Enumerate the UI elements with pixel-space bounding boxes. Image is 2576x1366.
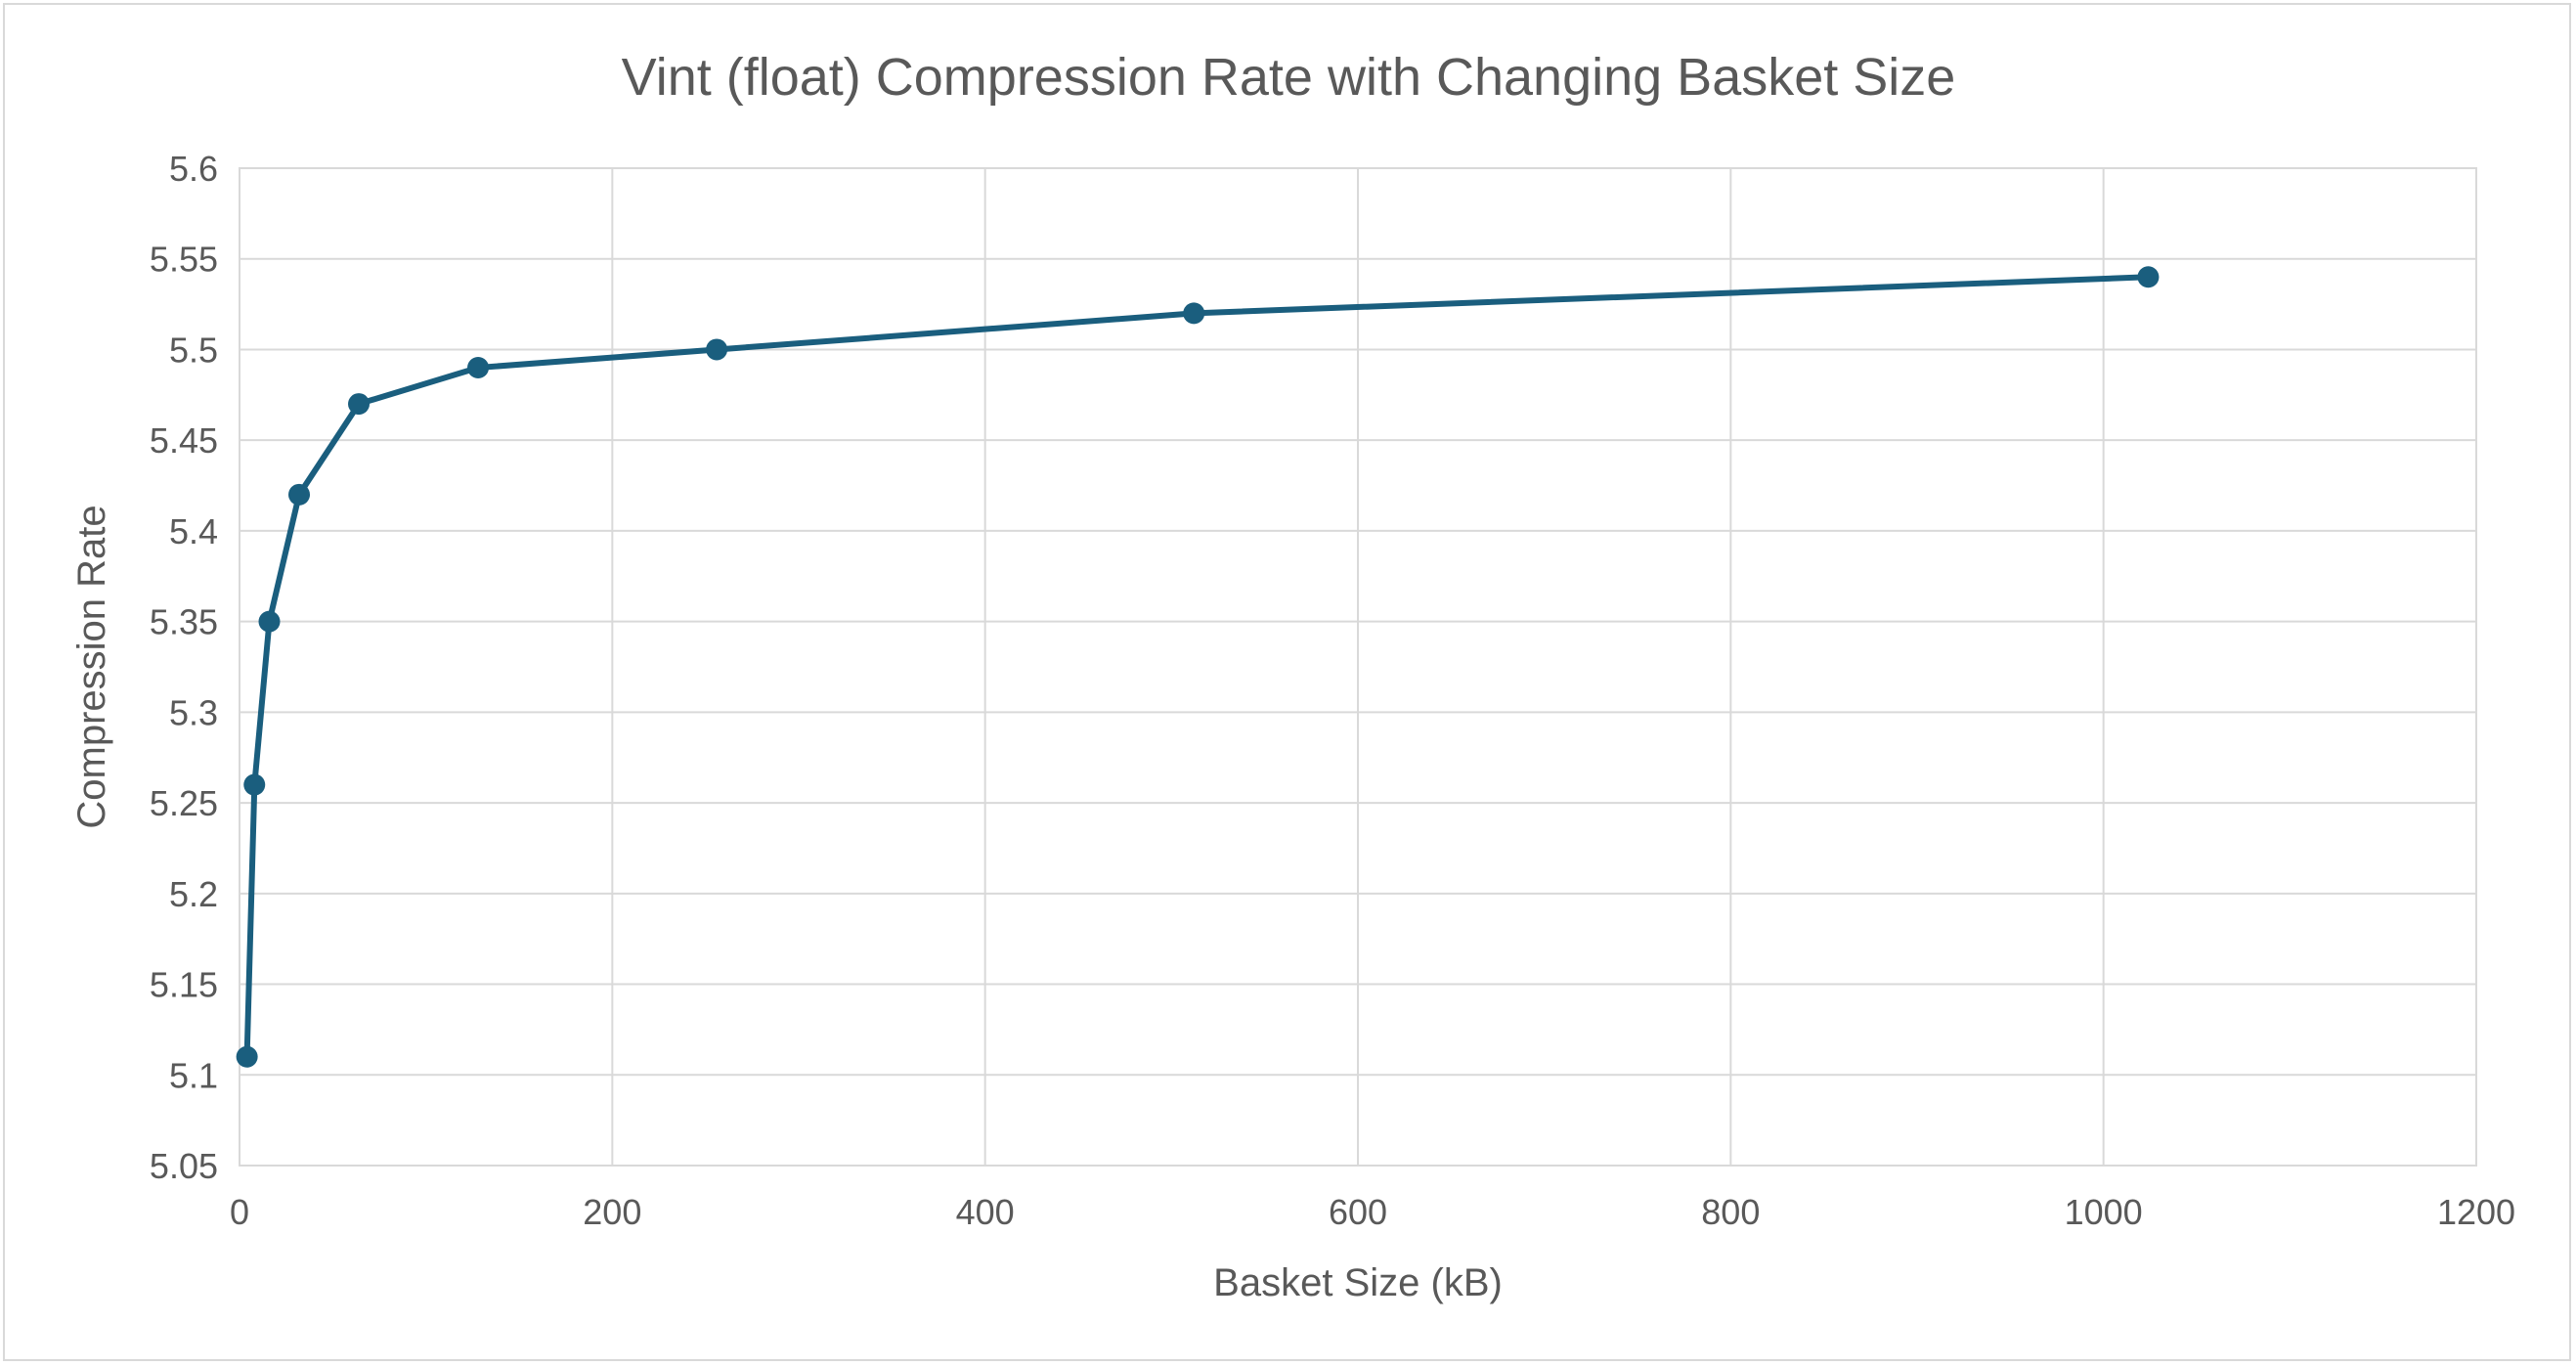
data-series xyxy=(236,266,2160,1068)
y-tick-label: 5.55 xyxy=(150,240,218,280)
y-tick-label: 5.45 xyxy=(150,420,218,461)
data-point xyxy=(243,773,266,796)
chart-area: Vint (float) Compression Rate with Chang… xyxy=(3,3,2571,1361)
x-tick-label: 1200 xyxy=(2437,1192,2515,1232)
x-tick-label: 1000 xyxy=(2065,1192,2143,1232)
y-tick-label: 5.1 xyxy=(169,1055,218,1095)
y-axis-tick-labels: 5.05 5.1 5.15 5.2 5.25 5.3 5.35 5.4 5.45 5.5 5.55 5… xyxy=(150,149,218,1186)
x-tick-label: 600 xyxy=(1329,1192,1387,1232)
x-tick-label: 800 xyxy=(1701,1192,1760,1232)
y-tick-label: 5.5 xyxy=(169,330,218,370)
data-point xyxy=(467,357,490,378)
x-tick-label: 400 xyxy=(956,1192,1015,1232)
data-point xyxy=(236,1045,258,1068)
y-tick-label: 5.15 xyxy=(150,965,218,1005)
data-point xyxy=(288,483,311,506)
y-tick-label: 5.05 xyxy=(150,1146,218,1186)
data-point xyxy=(706,338,728,361)
y-tick-label: 5.3 xyxy=(169,692,218,732)
y-axis-title: Compression Rate xyxy=(70,505,113,828)
x-axis-title: Basket Size (kB) xyxy=(1213,1261,1503,1304)
y-tick-label: 5.4 xyxy=(169,511,218,551)
x-tick-label: 0 xyxy=(230,1192,249,1232)
data-point xyxy=(258,610,281,633)
series-line xyxy=(243,274,2152,1060)
chart-title: Vint (float) Compression Rate with Chang… xyxy=(622,48,1956,107)
x-axis-tick-labels: 0 200 400 600 800 1000 1200 xyxy=(230,1192,2515,1232)
data-point xyxy=(348,393,371,416)
y-tick-label: 5.6 xyxy=(169,149,218,189)
line-chart: Vint (float) Compression Rate with Chang… xyxy=(70,48,2515,1304)
data-point xyxy=(2137,266,2160,288)
x-tick-label: 200 xyxy=(583,1192,641,1232)
data-point xyxy=(1183,302,1205,325)
y-tick-label: 5.25 xyxy=(150,783,218,823)
y-tick-label: 5.2 xyxy=(169,874,218,914)
x-gridlines xyxy=(239,168,2477,1166)
y-tick-label: 5.35 xyxy=(150,602,218,642)
